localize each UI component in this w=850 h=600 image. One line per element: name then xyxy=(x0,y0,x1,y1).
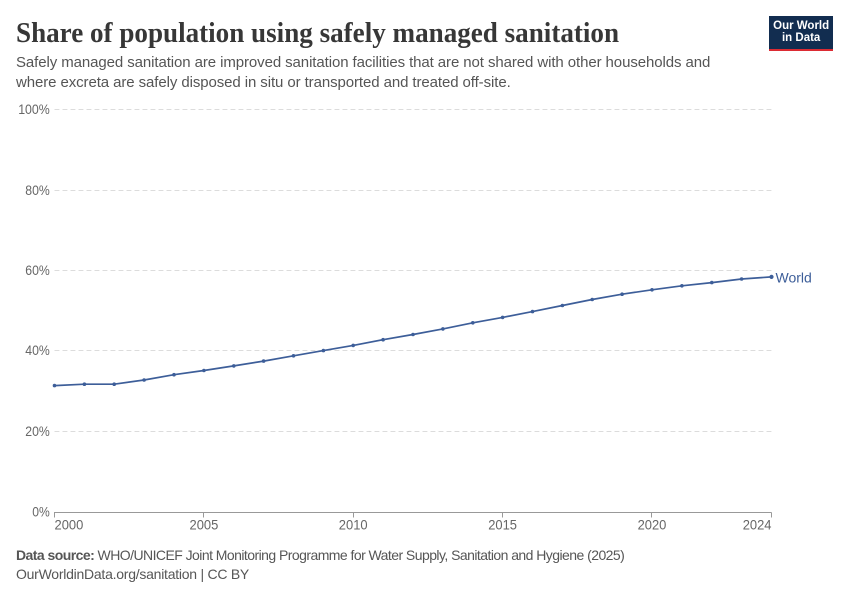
svg-text:2015: 2015 xyxy=(488,517,517,533)
svg-text:80%: 80% xyxy=(25,182,50,198)
svg-text:60%: 60% xyxy=(25,262,50,278)
svg-text:2010: 2010 xyxy=(339,517,368,533)
svg-text:2024: 2024 xyxy=(743,517,772,533)
svg-text:2000: 2000 xyxy=(55,517,84,533)
svg-text:0%: 0% xyxy=(32,504,50,520)
svg-text:World: World xyxy=(776,270,812,286)
svg-text:2005: 2005 xyxy=(190,517,219,533)
svg-text:100%: 100% xyxy=(18,101,50,117)
svg-text:20%: 20% xyxy=(25,423,50,439)
svg-text:2020: 2020 xyxy=(638,517,667,533)
svg-text:40%: 40% xyxy=(25,342,50,358)
